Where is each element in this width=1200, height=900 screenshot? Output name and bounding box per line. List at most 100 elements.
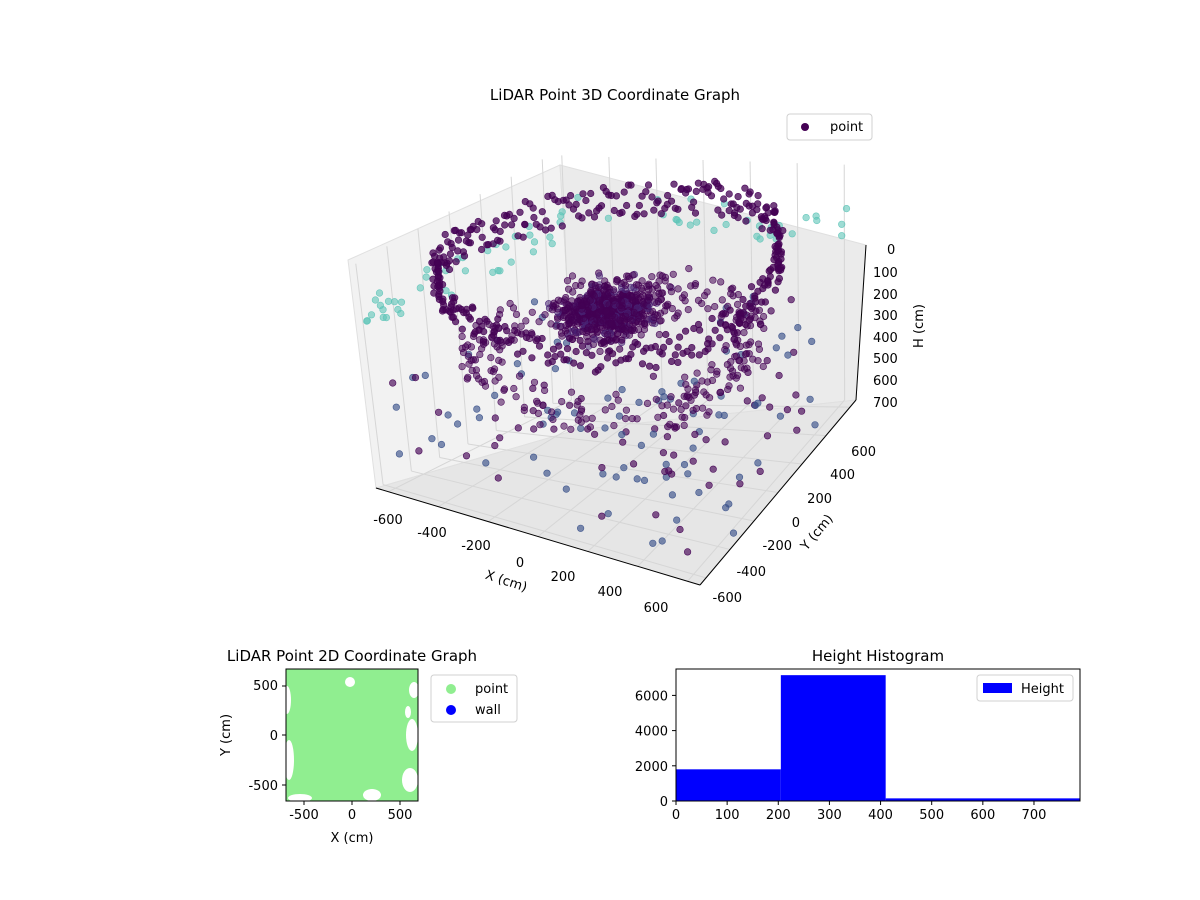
- point-3d: [599, 184, 608, 192]
- point-3d: [705, 481, 713, 489]
- y-axis-label: Y (cm): [797, 512, 836, 555]
- point-3d: [758, 225, 766, 233]
- histogram-y-ticks: 0 2000 4000 6000: [635, 689, 676, 810]
- x-tick-label: -600: [373, 513, 403, 528]
- point-3d: [717, 278, 725, 286]
- point-3d: [675, 333, 684, 341]
- point-3d: [437, 440, 446, 449]
- point-3d: [622, 201, 631, 210]
- point-3d: [551, 365, 560, 373]
- point-3d: [628, 327, 636, 335]
- point-3d: [572, 347, 580, 356]
- point-3d: [567, 388, 576, 396]
- point-3d: [655, 331, 664, 339]
- chart-3d: LiDAR Point 3D Coordinate Graph -600 -40…: [347, 86, 927, 616]
- plot-2d-gap: [402, 768, 418, 792]
- point-3d: [688, 351, 696, 359]
- point-3d: [570, 359, 578, 367]
- point-3d: [492, 321, 501, 329]
- point-3d: [480, 328, 488, 336]
- point-3d: [579, 314, 588, 323]
- point-3d: [659, 449, 668, 457]
- point-3d: [478, 233, 486, 241]
- point-3d: [466, 315, 475, 323]
- point-3d: [549, 302, 557, 310]
- point-3d: [416, 284, 424, 292]
- point-3d: [742, 199, 750, 207]
- grid-line: [479, 194, 497, 431]
- point-3d: [802, 214, 810, 222]
- point-3d: [588, 351, 596, 359]
- point-3d: [508, 221, 516, 229]
- histogram-x-tick-label: 100: [715, 808, 740, 823]
- point-3d: [736, 384, 745, 392]
- point-3d: [635, 398, 643, 407]
- point-3d: [694, 179, 703, 187]
- y-tick-label-2d: 500: [253, 679, 278, 694]
- point-3d: [455, 304, 463, 312]
- point-3d: [562, 485, 570, 493]
- point-3d: [613, 276, 621, 284]
- point-3d: [568, 272, 577, 280]
- y-tick-label-2d: -500: [248, 779, 278, 794]
- point-3d: [745, 190, 753, 198]
- point-3d: [633, 475, 641, 483]
- point-3d: [389, 379, 397, 387]
- point-3d: [448, 243, 456, 252]
- point-3d: [528, 330, 536, 339]
- point-3d: [761, 298, 770, 306]
- point-3d: [685, 265, 693, 273]
- point-3d: [743, 397, 751, 405]
- point-3d: [617, 297, 626, 306]
- point-3d: [475, 414, 484, 422]
- point-3d: [658, 289, 667, 297]
- legend-3d: point: [786, 113, 873, 141]
- point-3d: [640, 210, 648, 218]
- point-3d: [507, 336, 515, 344]
- point-3d: [604, 510, 612, 518]
- point-3d: [445, 265, 454, 274]
- point-3d: [702, 436, 710, 444]
- chart-2d: LiDAR Point 2D Coordinate Graph -500 0 5…: [219, 647, 518, 846]
- x-tick-label-2d: 500: [388, 808, 413, 823]
- point-3d: [588, 414, 596, 422]
- x-ticks-2d: [303, 801, 401, 805]
- point-3d: [676, 525, 684, 534]
- point-3d: [599, 317, 607, 325]
- z-tick-label: 100: [873, 266, 898, 281]
- point-3d: [763, 203, 771, 211]
- point-3d: [577, 424, 585, 433]
- point-3d: [651, 342, 660, 351]
- point-3d: [491, 442, 499, 450]
- histogram-x-tick-label: 300: [817, 808, 842, 823]
- point-3d: [608, 350, 617, 358]
- point-3d: [509, 304, 518, 312]
- histogram-x-tick-label: 600: [970, 808, 995, 823]
- point-3d: [756, 467, 764, 476]
- point-3d: [758, 394, 766, 402]
- point-3d: [495, 356, 503, 365]
- point-3d: [806, 395, 814, 403]
- point-3d: [549, 415, 557, 424]
- point-3d: [777, 264, 785, 272]
- point-3d: [592, 207, 601, 215]
- point-3d: [754, 192, 762, 200]
- point-3d: [628, 293, 636, 301]
- legend-2d-marker-point: [446, 684, 456, 694]
- point-3d: [838, 220, 846, 228]
- point-3d: [657, 210, 665, 218]
- point-3d: [534, 409, 543, 418]
- point-3d: [766, 226, 774, 234]
- point-3d: [718, 296, 726, 304]
- point-3d: [734, 291, 742, 299]
- point-3d: [652, 511, 660, 519]
- point-3d: [548, 240, 556, 248]
- point-3d: [612, 473, 620, 481]
- point-3d: [610, 286, 618, 294]
- point-3d: [610, 206, 618, 215]
- pane-group: [347, 164, 867, 586]
- histogram-bar: [780, 675, 886, 801]
- histogram-x-tick-label: 200: [766, 808, 791, 823]
- point-3d: [577, 405, 586, 413]
- y-tick-label: 0: [792, 516, 800, 531]
